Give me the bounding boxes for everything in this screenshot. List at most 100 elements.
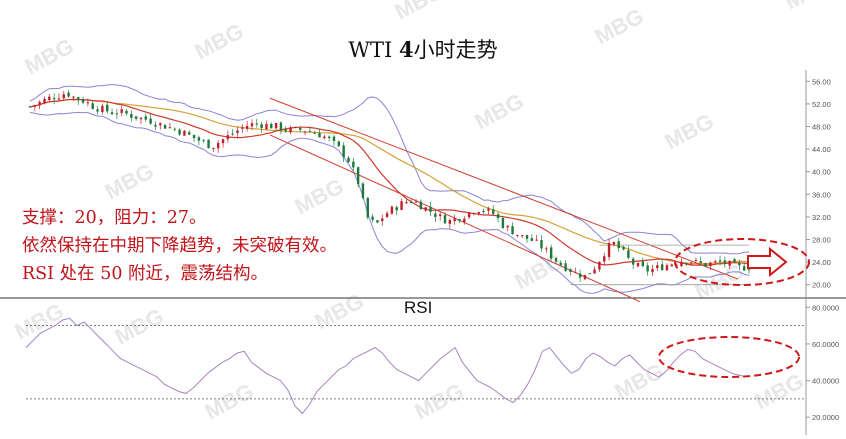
annotation-support-resistance: 支撑：20，阻力：27。 xyxy=(22,208,207,228)
rsi-tick-label: 60.0000 xyxy=(812,340,839,349)
candle-body xyxy=(57,98,61,100)
candle-body xyxy=(299,128,302,130)
candle-body xyxy=(366,197,369,218)
candle-body xyxy=(207,139,210,149)
candle-body xyxy=(216,142,220,149)
watermark-text: MBG xyxy=(471,88,528,134)
candle-body xyxy=(429,206,432,212)
candle-body xyxy=(352,161,355,168)
channel-upper-line xyxy=(269,97,739,280)
annotation-trend: 依然保持在中期下降趋势，未突破有效。 xyxy=(22,236,337,256)
candle-body xyxy=(742,266,746,271)
candle-body xyxy=(313,132,316,134)
candle-body xyxy=(448,219,452,224)
candle-body xyxy=(250,123,254,127)
candle-body xyxy=(660,264,664,271)
candle-body xyxy=(255,123,258,125)
price-tick-label: 52.00 xyxy=(812,100,831,109)
candle-body xyxy=(241,127,244,129)
candle-body xyxy=(540,239,543,249)
candle-body xyxy=(265,124,268,130)
watermark-text: MBG xyxy=(411,378,468,424)
candle-body xyxy=(212,147,215,149)
candle-body xyxy=(583,274,587,280)
rsi-tick-label: 80.0000 xyxy=(812,303,839,312)
price-tick-label: 28.00 xyxy=(812,236,831,245)
candle-body xyxy=(554,258,558,262)
candle-body xyxy=(738,263,741,266)
watermark-text: MBG xyxy=(291,173,348,219)
candle-body xyxy=(467,212,471,218)
candle-body xyxy=(477,212,480,214)
candle-body xyxy=(670,264,673,267)
candle-body xyxy=(588,273,591,275)
candle-body xyxy=(516,234,519,236)
candle-body xyxy=(72,96,75,98)
candle-body xyxy=(718,260,722,262)
title-right: 小时走势 xyxy=(413,38,498,62)
candle-body xyxy=(231,133,234,135)
candle-body xyxy=(284,129,287,131)
candle-body xyxy=(361,183,365,198)
candle-body xyxy=(38,101,41,106)
candle-body xyxy=(62,94,65,99)
candle-body xyxy=(511,226,514,235)
candle-body xyxy=(101,105,104,113)
candle-body xyxy=(443,215,447,224)
candle-body xyxy=(680,261,683,267)
candle-body xyxy=(569,269,572,272)
watermark-text: MBG xyxy=(511,248,568,294)
fast-average-line xyxy=(29,98,750,266)
price-tick-label: 56.00 xyxy=(812,77,831,86)
candle-body xyxy=(245,125,249,129)
candle-body xyxy=(48,96,51,101)
candle-body xyxy=(424,207,427,211)
candle-body xyxy=(154,124,157,127)
candle-body xyxy=(419,201,423,210)
candle-body xyxy=(130,114,133,118)
candle-body xyxy=(43,98,46,104)
price-tick-label: 24.00 xyxy=(812,258,831,267)
annotation-rsi: RSI 处在 50 附近，震荡结构。 xyxy=(22,264,269,284)
candle-body xyxy=(689,262,693,264)
candle-body xyxy=(714,261,717,263)
candle-body xyxy=(607,243,611,257)
candle-body xyxy=(260,124,263,128)
candle-body xyxy=(96,109,99,112)
candle-body xyxy=(110,112,114,115)
candle-body xyxy=(134,116,138,119)
candle-body xyxy=(545,248,548,250)
candle-body xyxy=(332,136,336,141)
candle-body xyxy=(405,202,408,204)
candle-body xyxy=(458,219,461,222)
candle-body xyxy=(723,260,727,264)
candle-body xyxy=(603,256,606,262)
rsi-tick-label: 20.0000 xyxy=(812,413,839,422)
candle-body xyxy=(434,213,437,217)
candle-body xyxy=(149,118,152,124)
candle-body xyxy=(192,134,196,139)
candle-body xyxy=(188,132,191,135)
candle-body xyxy=(347,157,350,163)
candle-body xyxy=(612,242,616,245)
candle-body xyxy=(747,269,751,271)
candle-body xyxy=(106,104,109,112)
candles-layer xyxy=(28,90,751,282)
candle-body xyxy=(651,268,654,273)
watermark-text: MBG xyxy=(391,0,448,24)
candle-body xyxy=(81,98,85,103)
candle-body xyxy=(395,207,398,211)
candle-body xyxy=(178,129,181,135)
breakout-arrow-icon xyxy=(747,246,788,278)
price-tick-label: 40.00 xyxy=(812,168,831,177)
rsi-tick-label: 40.0000 xyxy=(812,377,839,386)
watermark-text: MBG xyxy=(781,0,838,14)
watermark-text: MBG xyxy=(311,288,368,334)
candle-body xyxy=(371,216,374,220)
slow-average-line xyxy=(29,98,750,265)
candle-body xyxy=(564,263,567,271)
candle-body xyxy=(376,220,379,223)
candle-body xyxy=(279,122,283,131)
